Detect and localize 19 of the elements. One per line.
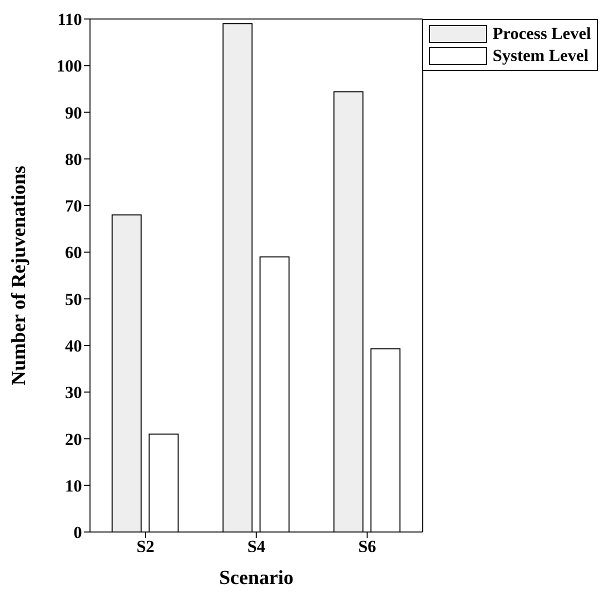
y-tick-label: 90 [65,103,82,122]
y-tick-label: 0 [74,523,82,542]
y-tick-label: 30 [65,383,82,402]
y-tick-label: 60 [65,243,82,262]
y-tick-label: 70 [65,196,82,216]
y-tick-label: 100 [56,56,82,76]
y-tick-label: 20 [65,430,82,449]
x-axis-title: Scenario [219,567,294,589]
y-tick-label: 110 [57,10,82,30]
y-tick-label: 40 [65,336,82,356]
y-axis-title: Number of Rejuvenations [8,165,30,386]
y-tick-label: 80 [65,150,82,169]
legend-label: Process Level [492,23,591,45]
legend-label: System Level [492,45,588,67]
x-tick-label: S6 [358,537,376,556]
y-tick-label: 10 [65,476,82,496]
x-tick-label: S4 [247,537,266,556]
y-tick-label: 50 [65,290,82,309]
x-tick-label: S2 [136,537,154,556]
